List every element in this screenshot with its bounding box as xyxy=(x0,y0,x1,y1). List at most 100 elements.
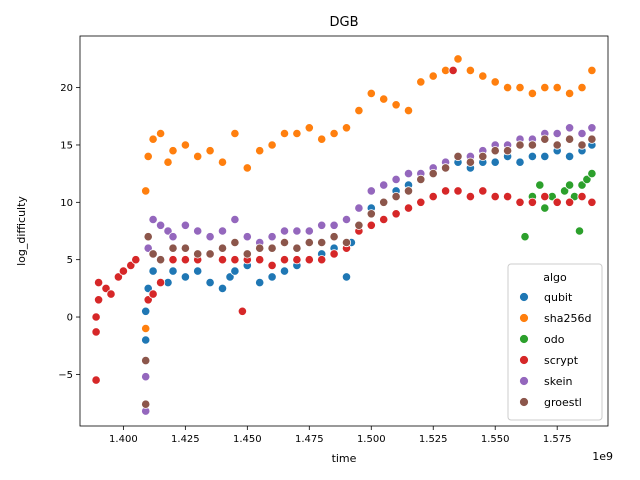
data-point-odo-0 xyxy=(520,232,530,242)
data-point-odo-7 xyxy=(564,180,575,190)
y-tick-label: −5 xyxy=(58,370,73,381)
data-point-groestl-20 xyxy=(354,220,364,230)
data-point-scrypt-12 xyxy=(148,289,158,299)
data-point-qubit-8 xyxy=(193,266,203,276)
data-point-sha256d-8 xyxy=(193,151,203,161)
data-point-groestl-7 xyxy=(193,249,203,259)
data-point-scrypt-14 xyxy=(168,255,178,265)
data-point-scrypt-42 xyxy=(490,192,500,202)
data-point-skein-18 xyxy=(317,220,327,230)
data-point-groestl-32 xyxy=(502,146,513,156)
data-point-sha256d-6 xyxy=(168,146,178,156)
data-point-scrypt-2 xyxy=(91,312,101,322)
data-point-qubit-1 xyxy=(141,306,151,316)
y-axis: −5 0 5 10 15 20 xyxy=(58,83,80,381)
y-tick-label: 15 xyxy=(60,140,73,151)
data-point-sha256d-36 xyxy=(540,83,550,93)
x-axis-label: time xyxy=(332,452,357,465)
legend-marker-groestl xyxy=(519,397,529,407)
data-point-skein-16 xyxy=(292,226,302,236)
data-point-scrypt-3 xyxy=(94,295,104,305)
data-point-skein-23 xyxy=(379,180,389,190)
data-point-scrypt-9 xyxy=(126,260,136,270)
data-point-groestl-12 xyxy=(255,243,265,253)
data-point-skein-17 xyxy=(304,226,314,236)
data-point-qubit-6 xyxy=(168,266,178,276)
data-point-skein-21 xyxy=(354,203,364,213)
data-point-groestl-6 xyxy=(180,243,190,253)
data-point-sha256d-39 xyxy=(577,83,587,93)
data-point-odo-3 xyxy=(540,203,550,213)
data-point-skein-40 xyxy=(587,123,597,133)
data-point-skein-11 xyxy=(230,214,240,225)
data-point-groestl-37 xyxy=(564,134,575,144)
data-point-qubit-37 xyxy=(527,151,538,161)
data-point-groestl-9 xyxy=(217,243,228,253)
data-point-sha256d-1 xyxy=(141,186,151,196)
data-point-skein-9 xyxy=(205,232,215,242)
data-point-scrypt-31 xyxy=(366,220,376,230)
data-point-qubit-16 xyxy=(279,266,290,276)
data-point-scrypt-50 xyxy=(587,197,597,207)
data-point-sha256d-22 xyxy=(366,88,376,99)
data-point-skein-3 xyxy=(148,214,158,225)
data-point-qubit-12 xyxy=(230,266,240,276)
data-point-groestl-13 xyxy=(267,243,277,253)
x-tick-label: 1.575 xyxy=(543,434,572,445)
data-point-groestl-5 xyxy=(168,243,178,253)
x-tick-label: 1.550 xyxy=(481,434,510,445)
data-point-sha256d-17 xyxy=(304,123,314,133)
data-point-sha256d-21 xyxy=(354,106,364,116)
data-point-scrypt-47 xyxy=(552,197,562,207)
data-point-scrypt-32 xyxy=(379,214,389,225)
data-point-sha256d-10 xyxy=(217,157,228,167)
data-point-skein-39 xyxy=(577,128,587,139)
data-point-skein-19 xyxy=(329,220,339,230)
data-point-groestl-16 xyxy=(304,237,314,248)
data-point-qubit-10 xyxy=(217,283,228,293)
data-point-sha256d-3 xyxy=(148,134,158,144)
legend-marker-sha256d xyxy=(519,313,529,323)
data-point-scrypt-35 xyxy=(416,197,426,207)
data-point-sha256d-0 xyxy=(141,323,151,334)
data-point-groestl-38 xyxy=(577,140,587,150)
data-point-scrypt-20 xyxy=(237,306,247,316)
data-point-sha256d-19 xyxy=(329,128,339,139)
y-axis-label: log_difficulty xyxy=(15,196,28,266)
plot-area-frame xyxy=(79,35,609,427)
series-groestl xyxy=(141,134,597,409)
chart-title: DGB xyxy=(329,15,358,30)
data-point-skein-15 xyxy=(279,226,290,236)
data-point-qubit-9 xyxy=(205,277,215,288)
data-point-sha256d-37 xyxy=(552,83,562,93)
data-point-scrypt-1 xyxy=(91,327,101,337)
data-point-scrypt-49 xyxy=(577,192,587,202)
data-point-groestl-28 xyxy=(453,151,463,161)
data-point-skein-25 xyxy=(403,169,414,179)
data-point-qubit-15 xyxy=(267,272,277,282)
data-point-groestl-0 xyxy=(141,399,151,409)
data-point-skein-12 xyxy=(242,232,252,242)
data-point-sha256d-40 xyxy=(587,65,597,76)
data-point-scrypt-45 xyxy=(527,197,538,207)
legend-title: algo xyxy=(543,271,567,284)
data-point-sha256d-23 xyxy=(379,94,389,104)
data-point-groestl-26 xyxy=(428,169,438,179)
data-point-qubit-40 xyxy=(564,151,575,161)
points-layer xyxy=(91,54,597,416)
data-point-odo-9 xyxy=(574,226,585,236)
data-point-scrypt-25 xyxy=(292,255,302,265)
data-point-groestl-19 xyxy=(341,237,352,248)
data-point-groestl-18 xyxy=(329,232,339,242)
data-point-qubit-21 xyxy=(341,272,352,282)
data-point-scrypt-6 xyxy=(106,289,116,299)
y-tick-label: 10 xyxy=(60,198,73,209)
x-tick-label: 1.450 xyxy=(233,434,262,445)
data-point-groestl-21 xyxy=(366,209,376,219)
legend-label-qubit: qubit xyxy=(544,291,573,304)
data-point-groestl-11 xyxy=(242,249,252,259)
x-tick-label: 1.475 xyxy=(295,434,324,445)
data-point-sha256d-24 xyxy=(391,100,401,110)
data-point-sha256d-5 xyxy=(163,157,173,167)
